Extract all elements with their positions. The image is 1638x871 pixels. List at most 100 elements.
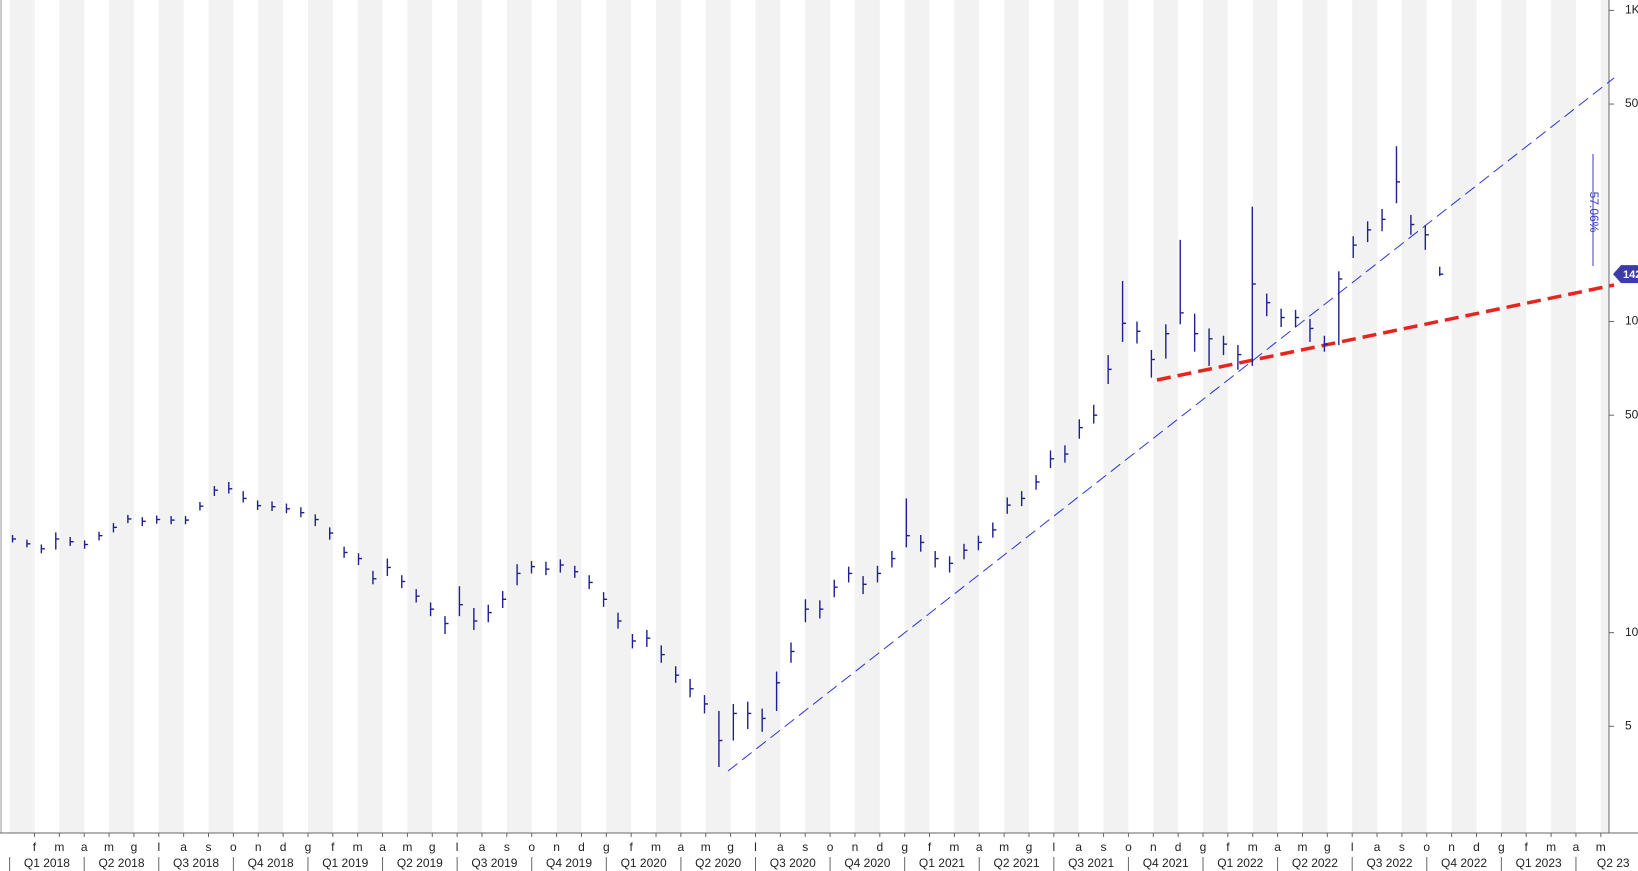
month-label: a [1573, 840, 1580, 854]
stripe [656, 0, 681, 833]
stripe [954, 0, 980, 833]
quarter-label: Q1 2022 [1217, 856, 1263, 870]
resistance-trendline [1156, 283, 1615, 382]
month-label: a [379, 840, 386, 854]
stripe [805, 0, 831, 833]
month-label: g [305, 840, 312, 854]
quarter-label: Q3 2021 [1068, 856, 1114, 870]
stripe [307, 0, 333, 833]
month-label: a [777, 840, 784, 854]
month-label: l [456, 840, 459, 854]
month-label: g [1026, 840, 1033, 854]
quarter-label: Q4 2022 [1441, 856, 1487, 870]
y-tick-label: 500 [1625, 96, 1638, 110]
stripe [258, 0, 284, 833]
month-label: n [1448, 840, 1455, 854]
month-label: a [678, 840, 685, 854]
y-tick-label: 50 [1625, 407, 1638, 421]
month-label: s [1101, 840, 1107, 854]
quarter-label: Q2 2020 [695, 856, 741, 870]
month-label: a [976, 840, 983, 854]
stripe [1252, 0, 1278, 833]
month-label: m [402, 840, 412, 854]
month-label: l [157, 840, 160, 854]
month-label: g [429, 840, 436, 854]
stripe [1103, 0, 1129, 833]
stripe [556, 0, 582, 833]
stripe [1600, 0, 1609, 833]
stripe [1401, 0, 1427, 833]
quarter-label: Q2 2019 [397, 856, 443, 870]
quarter-label: Q2 23 [1597, 856, 1630, 870]
stripe [1501, 0, 1527, 833]
month-label: m [651, 840, 661, 854]
month-label: o [230, 840, 237, 854]
month-label: f [33, 840, 37, 854]
month-label: m [999, 840, 1009, 854]
y-tick-label: 1K [1625, 3, 1638, 17]
month-label: d [280, 840, 287, 854]
stripe [1302, 0, 1328, 833]
stripe [59, 0, 85, 833]
month-label: d [1473, 840, 1480, 854]
quarter-label: Q4 2018 [248, 856, 294, 870]
month-label: m [54, 840, 64, 854]
y-tick-label: 5 [1625, 718, 1632, 732]
quarter-label: Q3 2020 [770, 856, 816, 870]
month-label: m [1546, 840, 1556, 854]
last-price-label: 142 [1623, 269, 1638, 281]
annotation: -57.06% [1587, 188, 1601, 233]
quarter-label: Q2 2021 [994, 856, 1040, 870]
month-label: f [630, 840, 634, 854]
stripe [357, 0, 383, 833]
stripe [705, 0, 731, 833]
month-label: o [1125, 840, 1132, 854]
month-label: d [1175, 840, 1182, 854]
month-label: a [479, 840, 486, 854]
month-label: s [1399, 840, 1405, 854]
quarter-label: Q3 2018 [173, 856, 219, 870]
month-label: s [504, 840, 510, 854]
y-tick-label: 10 [1625, 625, 1638, 639]
month-label: m [353, 840, 363, 854]
stripe [1203, 0, 1228, 833]
month-label: g [1324, 840, 1331, 854]
stripe [854, 0, 880, 833]
month-label: n [553, 840, 560, 854]
month-label: g [727, 840, 734, 854]
stripe [1153, 0, 1179, 833]
month-label: f [1525, 840, 1529, 854]
quarter-label: Q1 2019 [322, 856, 368, 870]
month-label: g [901, 840, 908, 854]
month-label: f [928, 840, 932, 854]
month-label: g [131, 840, 138, 854]
stripe [407, 0, 433, 833]
month-label: m [1248, 840, 1258, 854]
month-label: l [1052, 840, 1055, 854]
quarter-label: Q1 2023 [1516, 856, 1562, 870]
month-label: f [331, 840, 335, 854]
month-label: a [1075, 840, 1082, 854]
month-label: l [1351, 840, 1354, 854]
month-label: d [876, 840, 883, 854]
quarter-label: Q1 2018 [24, 856, 70, 870]
stripe [208, 0, 234, 833]
month-label: s [206, 840, 212, 854]
month-label: o [1423, 840, 1430, 854]
month-label: m [701, 840, 711, 854]
stripe [1451, 0, 1477, 833]
month-label: l [754, 840, 757, 854]
month-label: m [104, 840, 114, 854]
quarter-label: Q4 2021 [1143, 856, 1189, 870]
stripe [606, 0, 632, 833]
price-bars [11, 146, 1444, 767]
month-label: m [1596, 840, 1606, 854]
month-label: d [578, 840, 585, 854]
stripe [904, 0, 930, 833]
y-tick-label: 100 [1625, 314, 1638, 328]
month-label: o [528, 840, 535, 854]
quarter-label: Q1 2020 [621, 856, 667, 870]
